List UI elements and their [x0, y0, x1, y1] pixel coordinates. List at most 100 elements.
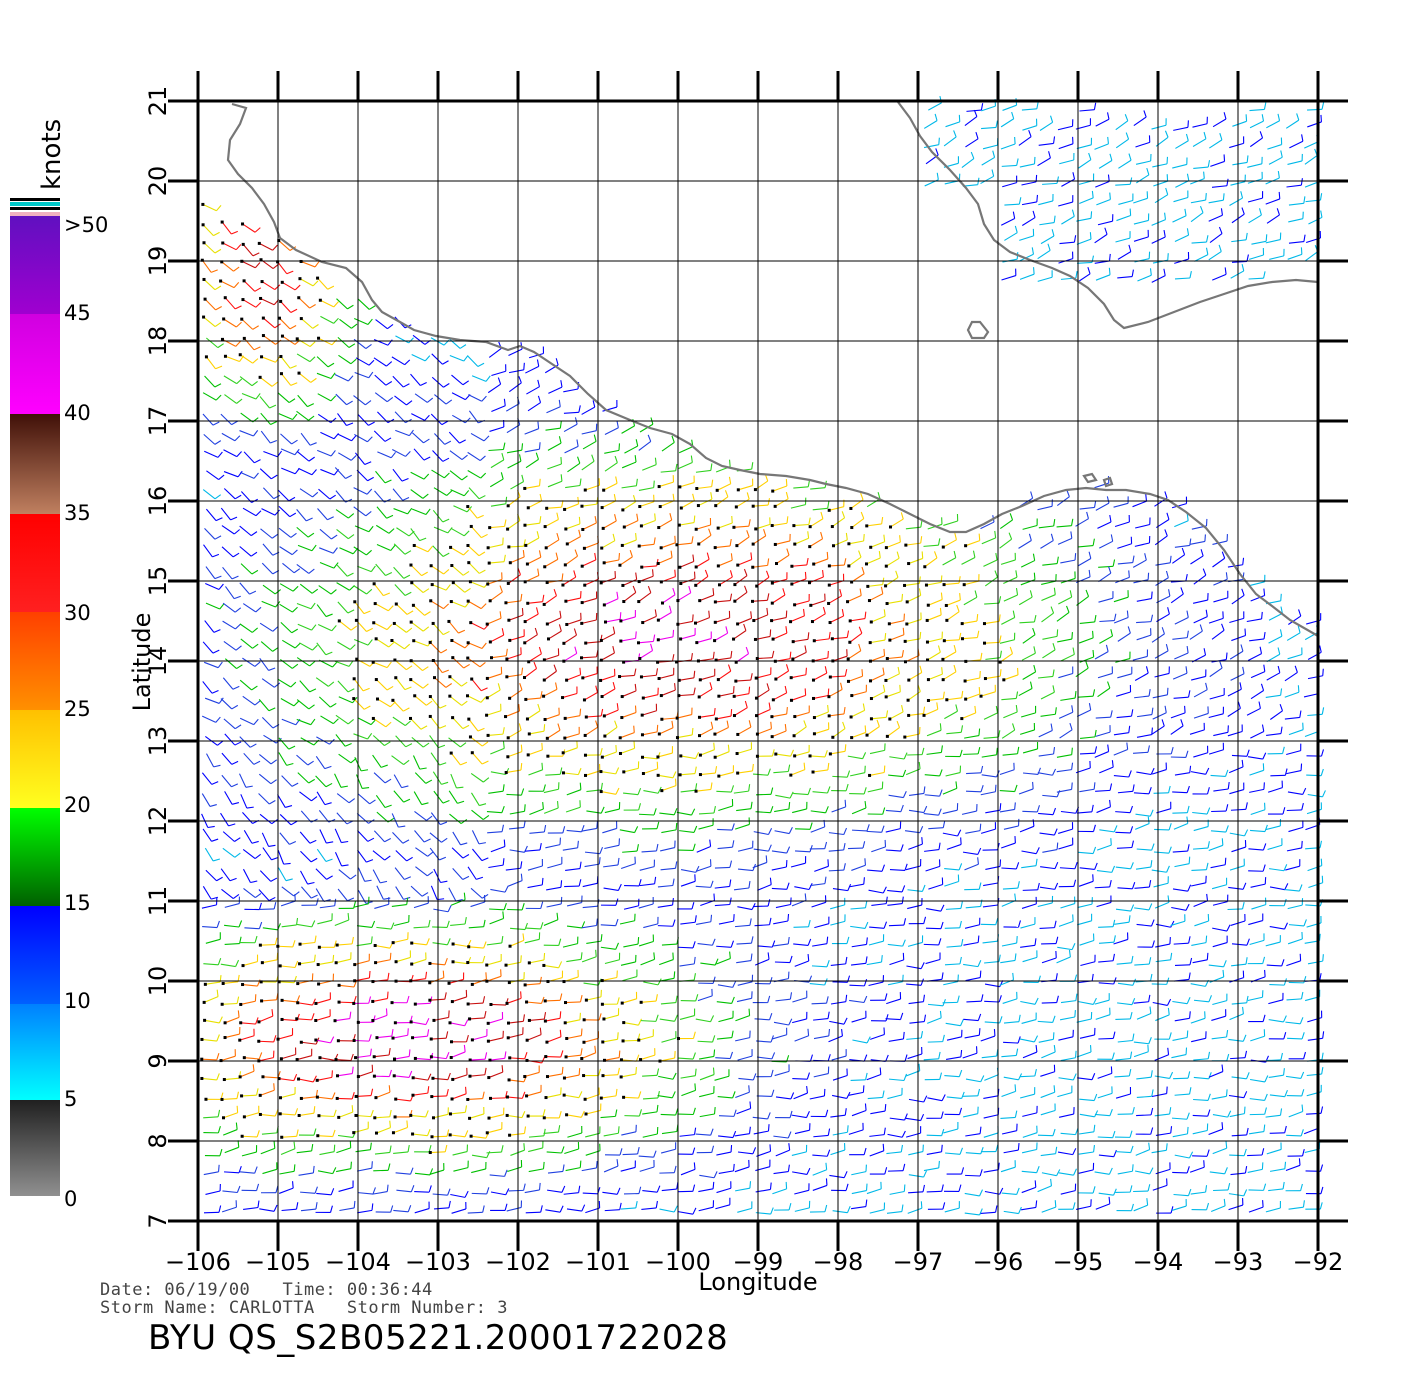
wind-barb [1076, 238, 1092, 245]
wind-barb-flag [1319, 840, 1323, 848]
wind-barb-flag [1016, 158, 1019, 166]
wind-barb [468, 946, 484, 949]
wind-barb [1265, 1059, 1281, 1062]
wind-barb [658, 481, 674, 488]
wind-barb-flag [860, 511, 865, 519]
wind-barb [1018, 136, 1032, 146]
wind-barb-dot [394, 960, 398, 964]
wind-barb-dot [774, 562, 778, 566]
wind-barb [661, 943, 677, 946]
wind-barb-flag [1054, 882, 1059, 890]
wind-barb-dot [409, 716, 413, 720]
wind-barb-flag [543, 824, 547, 833]
wind-barb-flag [807, 919, 811, 927]
wind-barb-flag [672, 493, 675, 501]
wind-barb-flag [270, 759, 278, 765]
wind-barb-dot [296, 982, 300, 986]
wind-barb-dot [695, 641, 699, 645]
wind-barb [640, 1020, 656, 1022]
wind-barb [278, 1078, 294, 1082]
wind-barb [660, 542, 676, 549]
wind-barb [449, 354, 464, 362]
wind-barb-dot [542, 602, 546, 606]
wind-barb [205, 981, 221, 985]
wind-barb [338, 753, 352, 764]
wind-barb-flag [939, 769, 943, 777]
wind-barb [449, 676, 462, 687]
wind-barb [621, 425, 635, 434]
wind-barb [355, 774, 363, 789]
wind-barb-flag [333, 317, 339, 324]
wind-barb-flag [1205, 235, 1209, 243]
wind-barb-flag [594, 516, 597, 524]
wind-barb-flag [1280, 593, 1282, 601]
wind-barb [1095, 716, 1111, 719]
wind-barb [505, 961, 521, 966]
wind-barb-flag [465, 1034, 469, 1043]
wind-barb-dot [962, 583, 966, 587]
wind-barb [756, 576, 770, 587]
wind-barb-flag [1163, 268, 1166, 276]
wind-barb-flag [313, 954, 316, 962]
wind-barb-flag [767, 498, 771, 506]
wind-barb [240, 1022, 256, 1025]
wind-barb [410, 564, 422, 577]
wind-barb [698, 688, 713, 698]
wind-barb-flag [501, 805, 505, 813]
wind-barb-flag [1168, 785, 1171, 793]
wind-barb-flag [311, 544, 317, 552]
wind-barb [928, 827, 944, 830]
wind-barb [679, 560, 694, 568]
wind-barb [282, 639, 296, 649]
wind-barb-flag [540, 691, 543, 699]
wind-barb [600, 771, 616, 775]
wind-barb [280, 965, 296, 969]
wind-barb [1040, 540, 1054, 549]
wind-barb-flag [255, 393, 261, 400]
wind-barb-dot [411, 1076, 415, 1080]
wind-barb [1250, 1035, 1265, 1042]
wind-barb [1037, 902, 1053, 908]
wind-barb-flag [921, 551, 924, 559]
wind-barb [850, 907, 866, 910]
wind-barb [317, 1076, 333, 1081]
wind-barb-dot [582, 1018, 586, 1022]
wind-barb [412, 1035, 428, 1039]
wind-barb-flag [1014, 953, 1017, 961]
wind-barb-flag [1034, 938, 1037, 946]
wind-barb-flag [1113, 613, 1117, 621]
wind-barb-flag [748, 881, 751, 889]
wind-barb [565, 806, 581, 813]
wind-barb [524, 448, 540, 453]
wind-barb [1174, 964, 1191, 966]
wind-barb-flag [425, 971, 428, 979]
wind-barb-flag [1131, 269, 1134, 277]
wind-barb-dot [789, 676, 793, 680]
wind-barb-dot [485, 963, 489, 967]
wind-barb [1115, 1057, 1131, 1061]
wind-barb [1020, 1000, 1036, 1005]
wind-barb-flag [652, 634, 656, 642]
wind-barb [565, 1001, 581, 1004]
wind-barb [1304, 631, 1319, 641]
wind-barb-dot [697, 695, 701, 699]
wind-barb [771, 713, 787, 718]
wind-barb [526, 1001, 542, 1005]
wind-barb-dot [675, 543, 679, 547]
wind-barb [717, 846, 733, 850]
wind-barb [393, 566, 405, 579]
wind-barb-flag [368, 371, 374, 379]
wind-barb-flag [460, 842, 468, 846]
wind-barb [619, 732, 635, 739]
wind-barb [832, 655, 848, 662]
wind-barb-dot [337, 1000, 341, 1004]
wind-barb-flag [251, 569, 259, 575]
wind-barb [794, 537, 809, 545]
wind-barb-dot [695, 487, 699, 491]
wind-barb [565, 523, 581, 530]
wind-barb [489, 478, 504, 488]
wind-barb [1117, 982, 1133, 986]
wind-barb-flag [579, 667, 582, 675]
wind-barb-dot [717, 694, 721, 698]
wind-barb [659, 959, 674, 966]
